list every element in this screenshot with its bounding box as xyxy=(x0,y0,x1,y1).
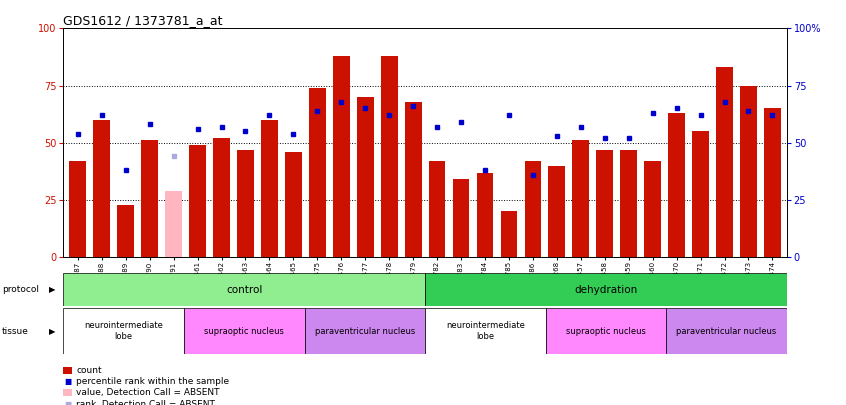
Bar xyxy=(357,97,374,257)
Text: percentile rank within the sample: percentile rank within the sample xyxy=(76,377,229,386)
Bar xyxy=(764,109,781,257)
Bar xyxy=(261,120,277,257)
Bar xyxy=(548,166,565,257)
Bar xyxy=(141,141,158,257)
Text: ▶: ▶ xyxy=(49,326,56,336)
Bar xyxy=(63,308,184,354)
Bar xyxy=(716,67,733,257)
Bar xyxy=(573,141,589,257)
Bar xyxy=(740,85,757,257)
Bar xyxy=(333,56,349,257)
Bar xyxy=(285,152,302,257)
Bar xyxy=(596,149,613,257)
Bar xyxy=(525,161,541,257)
Bar xyxy=(118,205,135,257)
Text: ■: ■ xyxy=(64,400,71,405)
Bar xyxy=(190,145,206,257)
Bar xyxy=(93,120,110,257)
Text: tissue: tissue xyxy=(2,326,29,336)
Bar xyxy=(63,273,425,306)
Text: dehydration: dehydration xyxy=(574,285,638,294)
Bar xyxy=(666,308,787,354)
Bar xyxy=(692,131,709,257)
Bar xyxy=(305,308,425,354)
Bar xyxy=(309,88,326,257)
Text: value, Detection Call = ABSENT: value, Detection Call = ABSENT xyxy=(76,388,220,397)
Bar xyxy=(404,102,421,257)
Bar xyxy=(645,161,661,257)
Bar xyxy=(425,273,787,306)
Text: ■: ■ xyxy=(64,377,71,386)
Text: supraoptic nucleus: supraoptic nucleus xyxy=(205,326,284,336)
Bar xyxy=(425,308,546,354)
Bar xyxy=(501,211,517,257)
Text: neurointermediate
lobe: neurointermediate lobe xyxy=(446,322,525,341)
Text: GDS1612 / 1373781_a_at: GDS1612 / 1373781_a_at xyxy=(63,14,223,27)
Bar xyxy=(668,113,685,257)
Text: count: count xyxy=(76,366,102,375)
Text: neurointermediate
lobe: neurointermediate lobe xyxy=(85,322,163,341)
Bar xyxy=(476,173,493,257)
Text: ▶: ▶ xyxy=(49,285,56,294)
Bar xyxy=(237,149,254,257)
Bar xyxy=(546,308,667,354)
Bar xyxy=(184,308,305,354)
Bar xyxy=(620,149,637,257)
Text: paraventricular nucleus: paraventricular nucleus xyxy=(677,326,777,336)
Bar xyxy=(69,161,86,257)
Text: supraoptic nucleus: supraoptic nucleus xyxy=(566,326,645,336)
Text: paraventricular nucleus: paraventricular nucleus xyxy=(315,326,415,336)
Bar xyxy=(453,179,470,257)
Text: protocol: protocol xyxy=(2,285,39,294)
Bar xyxy=(429,161,446,257)
Text: rank, Detection Call = ABSENT: rank, Detection Call = ABSENT xyxy=(76,400,215,405)
Bar xyxy=(381,56,398,257)
Bar xyxy=(213,138,230,257)
Bar xyxy=(165,191,182,257)
Text: control: control xyxy=(226,285,262,294)
